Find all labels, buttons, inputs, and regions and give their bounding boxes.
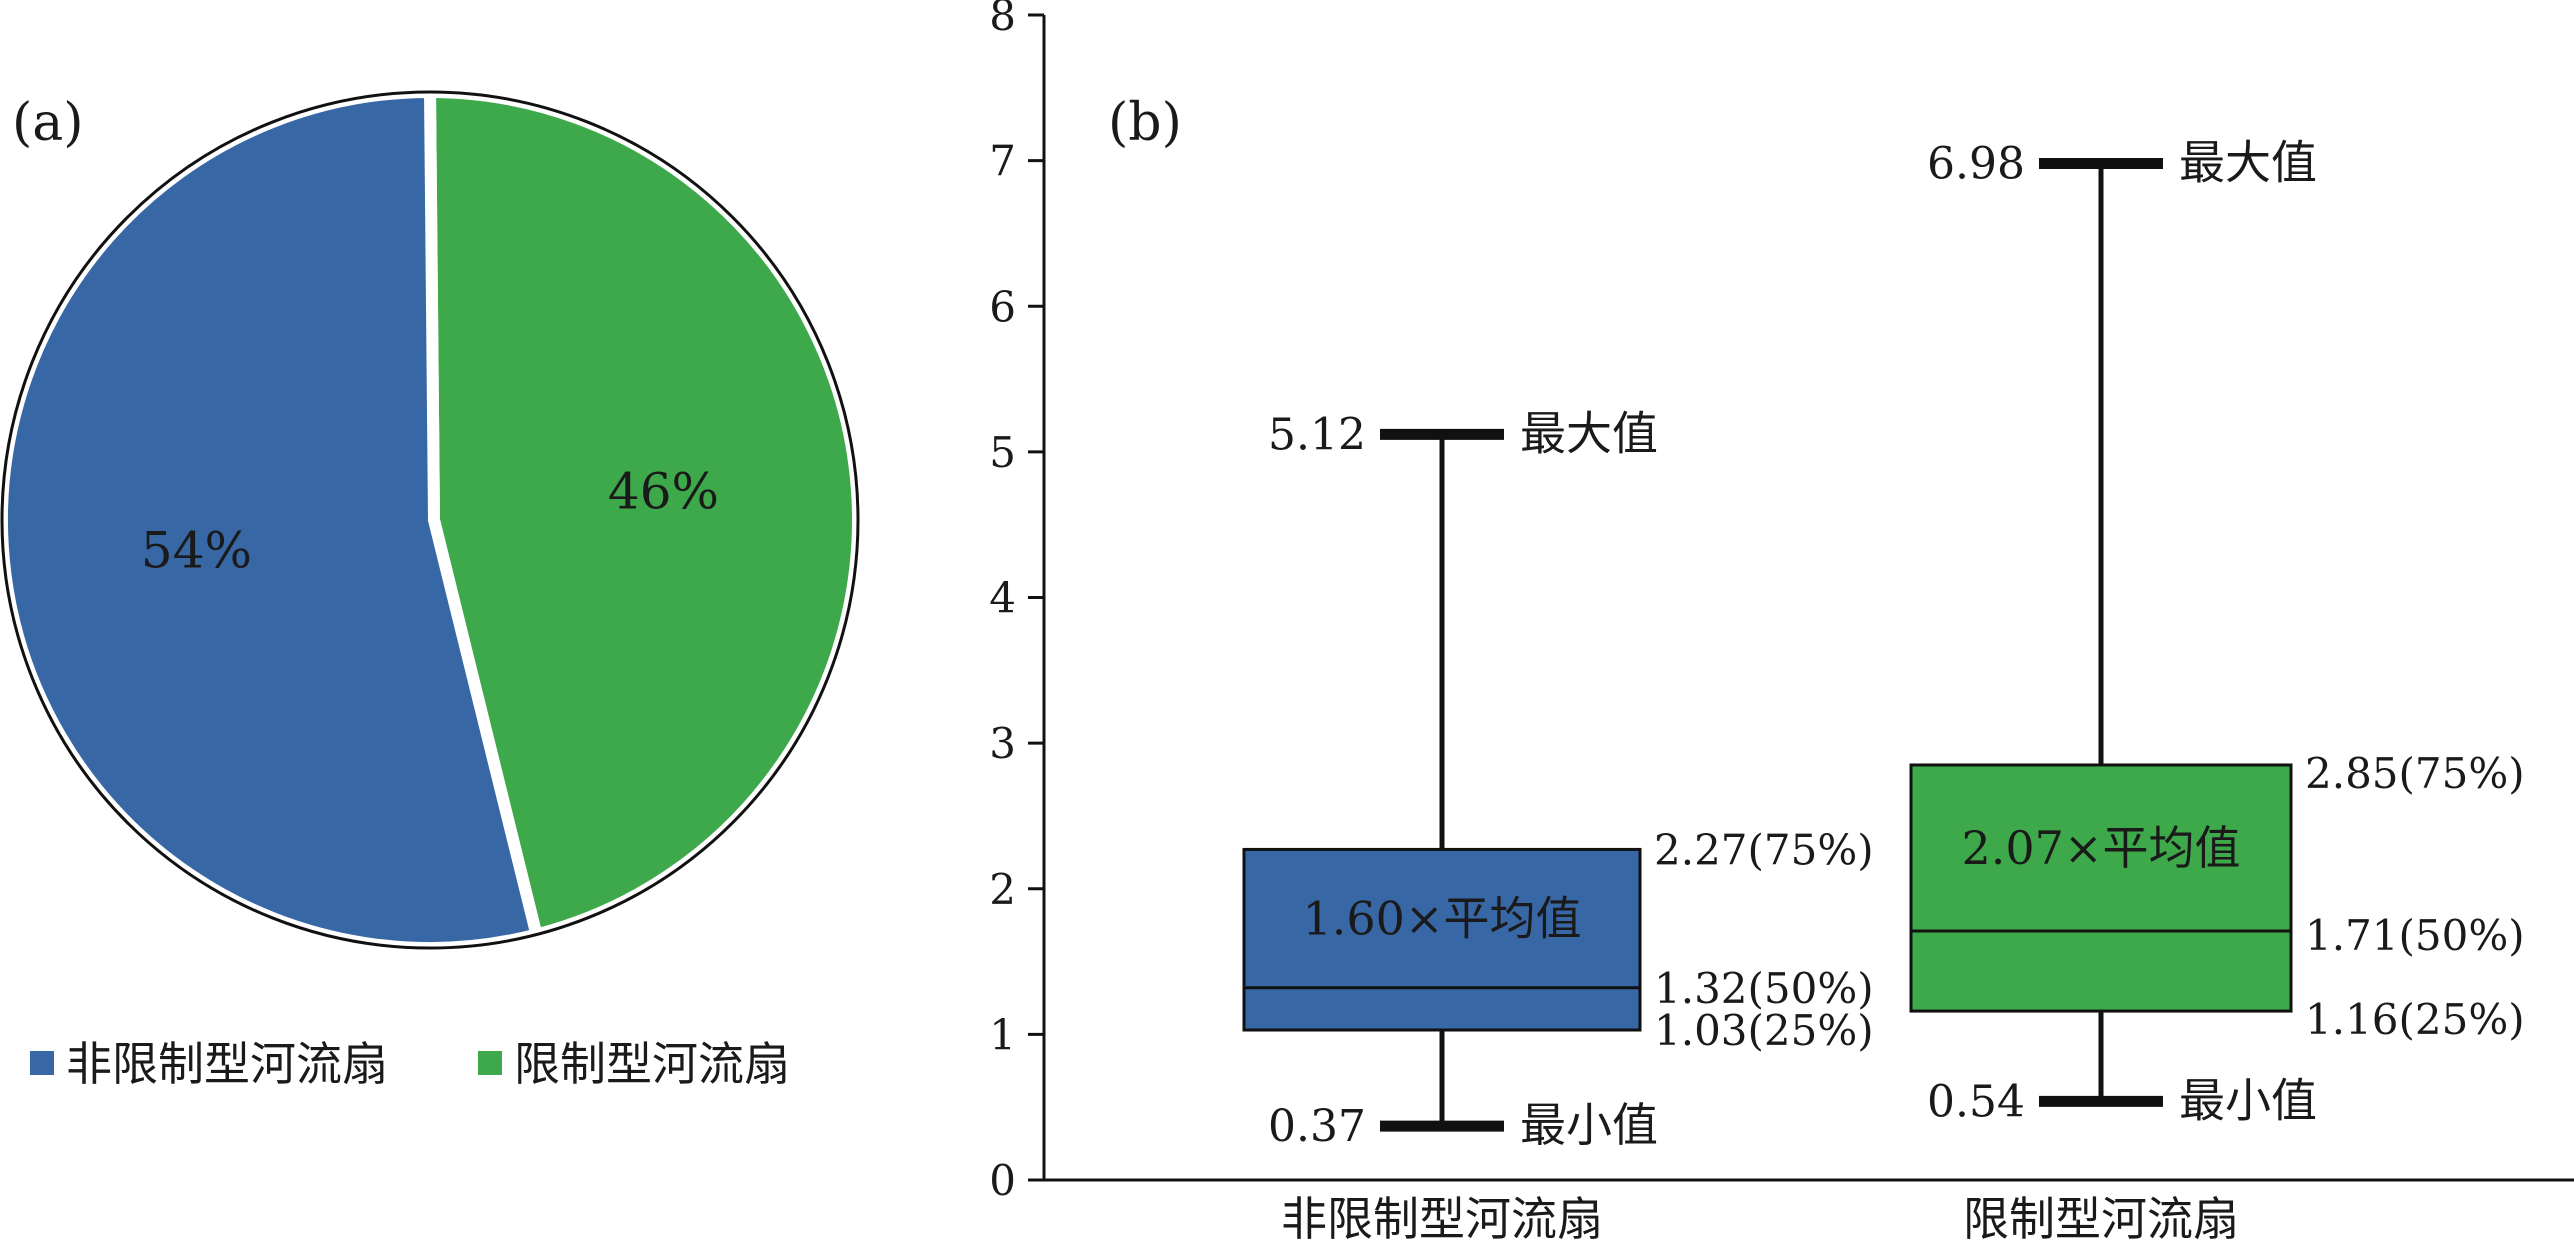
box-plot-axes: 0 1 2 3 4 5 6 7 8 (989, 0, 2574, 1205)
y-tick-label: 1 (989, 1010, 1016, 1059)
mean-label: 1.60×平均值 (1303, 892, 1582, 946)
pie-legend: 非限制型河流扇 限制型河流扇 (30, 1037, 790, 1091)
q1-label: 1.16(25%) (2305, 995, 2525, 1044)
pie-chart-panel: (a) 46% 54% 非限制型河流扇 限制型河流扇 (0, 85, 864, 1091)
q3-label: 2.27(75%) (1654, 825, 1874, 874)
legend-label: 限制型河流扇 (514, 1037, 790, 1091)
legend-label: 非限制型河流扇 (66, 1037, 388, 1091)
q3-label: 2.85(75%) (2305, 749, 2525, 798)
median-label: 1.71(50%) (2305, 911, 2525, 960)
y-tick-label: 7 (989, 137, 1016, 186)
legend-swatch (478, 1051, 502, 1075)
iqr-box (1909, 763, 2293, 1013)
x-tick-label: 非限制型河流扇 (1281, 1192, 1603, 1243)
max-word-label: 最大值 (1520, 406, 1658, 460)
iqr-box (1242, 847, 1642, 1032)
min-value-label: 0.54 (1927, 1076, 2025, 1127)
max-value-label: 5.12 (1268, 409, 1366, 460)
min-word-label: 最小值 (1520, 1098, 1658, 1152)
y-tick-label: 8 (989, 0, 1016, 40)
box-plot-marks: 5.12 最大值 0.37 最小值 2.27(75%) 1.32(50%)1.03(25%… (1242, 136, 2525, 1243)
mean-label: 2.07×平均值 (1962, 821, 2241, 875)
panel-label-a: (a) (12, 93, 84, 153)
min-word-label: 最小值 (2179, 1073, 2317, 1127)
y-tick-label: 4 (989, 574, 1016, 623)
y-tick-label: 0 (989, 1156, 1016, 1205)
max-word-label: 最大值 (2179, 136, 2317, 190)
panel-label-b: (b) (1108, 93, 1182, 153)
median-label: 1.32(50%) (1654, 964, 1874, 1013)
max-value-label: 6.98 (1927, 139, 2025, 190)
box-plot-panel: (b) 0 1 2 3 4 5 6 7 8 5.12 最大值 0.37 最小值 2.27(75%) 1.3… (989, 0, 2574, 1243)
pie-slices: 46% 54% (0, 85, 864, 954)
q1-label: 1.03(25%) (1654, 1006, 1874, 1055)
pie-outline (0, 90, 860, 950)
y-tick-label: 5 (989, 428, 1016, 477)
y-tick-label: 3 (989, 719, 1016, 768)
legend-swatch (30, 1051, 54, 1075)
y-tick-label: 2 (989, 865, 1016, 914)
min-value-label: 0.37 (1268, 1101, 1366, 1152)
pie-slice-label: 46% (608, 463, 719, 521)
y-tick-label: 6 (989, 282, 1016, 331)
x-tick-label: 限制型河流扇 (1963, 1192, 2239, 1243)
pie-slice-label: 54% (141, 522, 252, 580)
